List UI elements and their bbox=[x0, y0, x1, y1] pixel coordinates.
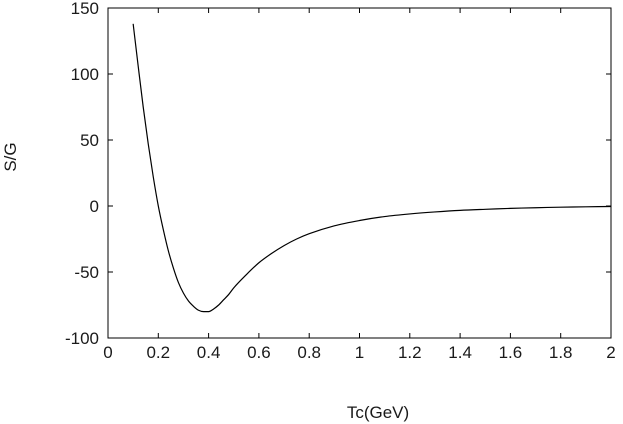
x-tick-label: 0.4 bbox=[197, 343, 221, 362]
y-axis-tick-labels: -100 -50 0 50 100 150 bbox=[65, 0, 99, 348]
x-axis-ticks bbox=[107, 8, 612, 338]
x-tick-label: 1.8 bbox=[549, 343, 573, 362]
x-axis-label: Tc(GeV) bbox=[347, 403, 409, 422]
x-tick-label: 1 bbox=[355, 343, 364, 362]
y-axis-ticks bbox=[108, 7, 611, 339]
series-line bbox=[132, 23, 612, 313]
y-tick-label: -50 bbox=[74, 263, 99, 282]
y-tick-label: 100 bbox=[71, 65, 99, 84]
y-tick-label: 50 bbox=[80, 131, 99, 150]
x-tick-label: 2 bbox=[606, 343, 615, 362]
x-tick-label: 0 bbox=[103, 343, 112, 362]
x-tick-label: 1.2 bbox=[398, 343, 422, 362]
x-tick-label: 1.4 bbox=[448, 343, 472, 362]
x-tick-label: 1.6 bbox=[499, 343, 523, 362]
y-tick-label: 150 bbox=[71, 0, 99, 18]
series-points bbox=[132, 22, 613, 313]
y-axis-label: S/G bbox=[1, 142, 20, 171]
y-tick-label: 0 bbox=[90, 197, 99, 216]
y-tick-label: -100 bbox=[65, 329, 99, 348]
x-tick-label: 0.8 bbox=[297, 343, 321, 362]
x-axis-tick-labels: 0 0.2 0.4 0.6 0.8 1 1.2 1.4 1.6 1.8 2 bbox=[103, 343, 615, 362]
x-tick-label: 0.6 bbox=[247, 343, 271, 362]
plot-area-frame bbox=[107, 7, 612, 339]
x-tick-label: 0.2 bbox=[146, 343, 170, 362]
